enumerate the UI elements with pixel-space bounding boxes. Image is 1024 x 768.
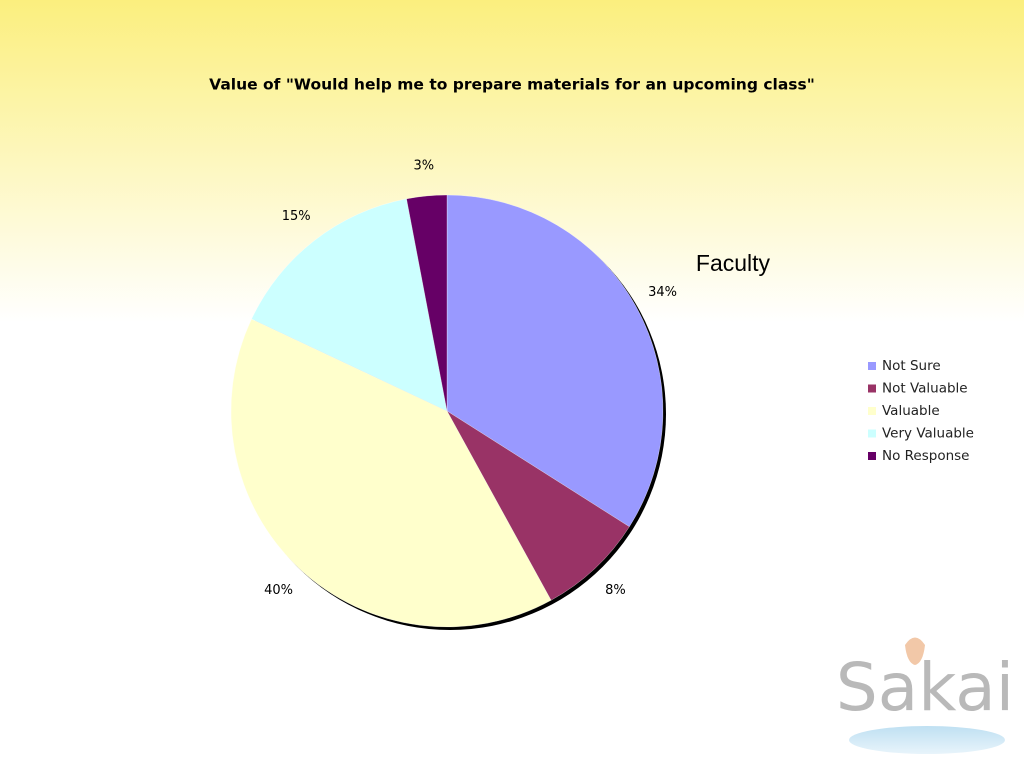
logo-group: Sakai xyxy=(836,637,1014,754)
logo-tulip xyxy=(905,637,925,665)
data-label: 15% xyxy=(282,209,311,224)
pie-slice xyxy=(446,194,664,527)
legend-label: Not Sure xyxy=(882,358,941,374)
legend-label: Very Valuable xyxy=(882,426,974,442)
legend-label: Not Valuable xyxy=(882,381,968,397)
chart-title: Value of "Would help me to prepare mater… xyxy=(209,76,815,94)
pie-slice xyxy=(406,194,448,412)
legend-label: Valuable xyxy=(882,403,940,419)
pie-slice xyxy=(251,198,448,412)
pie-slice xyxy=(446,410,630,601)
legend-label: No Response xyxy=(882,448,970,464)
legend-swatch xyxy=(868,429,876,438)
legend-swatch xyxy=(868,452,876,460)
data-label: 40% xyxy=(264,583,293,598)
logo-text: Sakai xyxy=(836,649,1014,726)
annotation: Faculty xyxy=(696,250,771,276)
legend-swatch xyxy=(868,407,876,415)
data-label: 3% xyxy=(414,159,435,174)
data-label: 34% xyxy=(648,285,677,300)
legend-swatch xyxy=(868,362,876,370)
legend-swatch xyxy=(868,384,876,393)
data-label: 8% xyxy=(605,583,626,598)
pie xyxy=(230,194,666,630)
pie-slice xyxy=(230,318,552,628)
logo-water xyxy=(849,726,1005,754)
